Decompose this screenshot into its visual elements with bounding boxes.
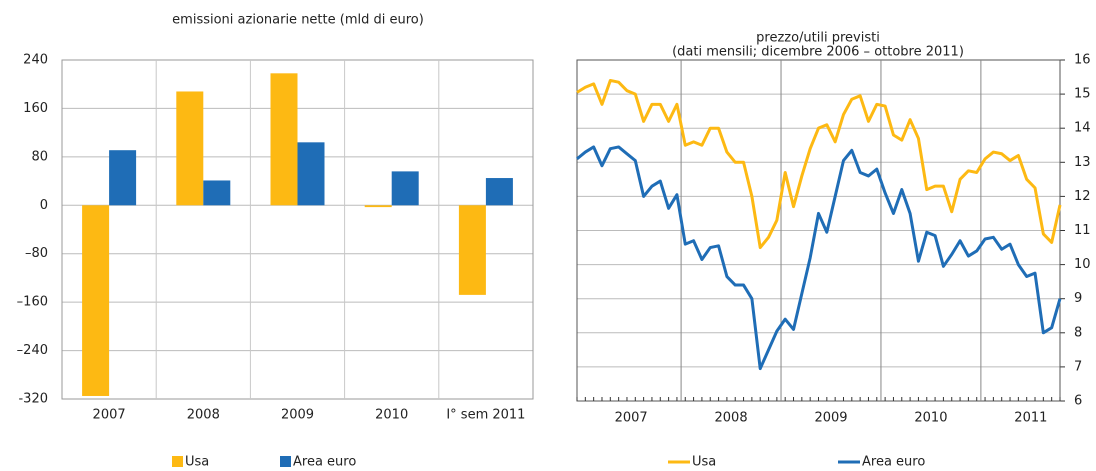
legend-swatch: [280, 456, 291, 467]
y-tick-label: 7: [1074, 359, 1082, 374]
x-tick-label: 2007: [615, 411, 648, 426]
legend-label: Usa: [692, 455, 716, 470]
y-tick-label: 80: [31, 149, 48, 164]
x-tick-label: 2007: [93, 408, 126, 423]
chart-subtitle: (dati mensili; dicembre 2006 – ottobre 2…: [672, 45, 964, 60]
x-tick-label: 2010: [375, 408, 408, 423]
bar: [203, 180, 231, 206]
x-tick-label: 2010: [914, 411, 947, 426]
line: [576, 145, 1062, 371]
x-tick-label: 2008: [715, 411, 748, 426]
chart-title: emissioni azionarie nette (mld di euro): [172, 13, 424, 28]
line: [576, 78, 1062, 250]
legend-label: Usa: [185, 455, 209, 470]
x-tick-label: 2008: [187, 408, 220, 423]
legend-label: Area euro: [862, 455, 925, 470]
x-tick-label: I° sem 2011: [446, 408, 525, 423]
x-tick-label: 2009: [814, 411, 847, 426]
y-tick-label: -320: [18, 392, 48, 407]
bar: [485, 178, 513, 206]
y-tick-label: 9: [1074, 291, 1082, 306]
bar: [176, 91, 204, 206]
y-tick-label: 8: [1074, 325, 1082, 340]
y-tick-label: 10: [1074, 257, 1091, 272]
chart-title: prezzo/utili previsti: [756, 31, 880, 46]
y-tick-label: 240: [23, 53, 48, 68]
y-tick-label: 16: [1074, 53, 1091, 68]
y-tick-label: –160: [17, 295, 48, 310]
x-tick-label: 2011: [1014, 411, 1047, 426]
bar: [297, 142, 325, 206]
y-tick-label: –240: [17, 343, 48, 358]
y-tick-label: 6: [1074, 394, 1082, 409]
bar: [109, 150, 137, 206]
y-tick-label: –80: [25, 246, 48, 261]
y-tick-label: 15: [1074, 87, 1091, 102]
bar: [458, 205, 486, 295]
legend-label: Area euro: [293, 455, 356, 470]
plot-frame: [61, 59, 534, 400]
bar: [270, 73, 298, 206]
y-tick-label: 0: [40, 198, 48, 213]
y-tick-label: 160: [23, 101, 48, 116]
x-tick-label: 2009: [281, 408, 314, 423]
y-tick-label: 11: [1074, 223, 1091, 238]
y-tick-label: 14: [1074, 121, 1091, 136]
bar: [82, 205, 110, 396]
bar: [364, 205, 392, 208]
y-tick-label: 12: [1074, 189, 1091, 204]
y-tick-label: 13: [1074, 155, 1091, 170]
legend-swatch: [172, 456, 183, 467]
bar: [391, 171, 419, 206]
